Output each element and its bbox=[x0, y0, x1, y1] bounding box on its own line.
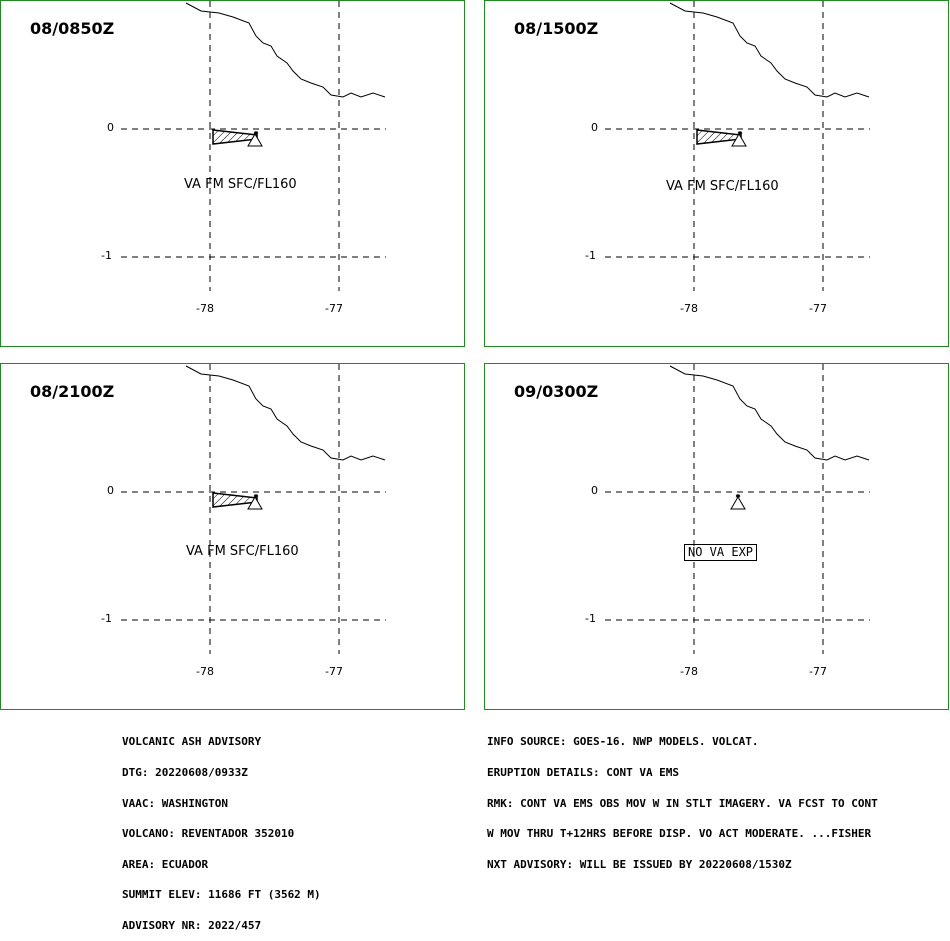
advisory-left-block: VOLCANIC ASH ADVISORY DTG: 20220608/0933… bbox=[122, 717, 321, 941]
volcano-triangle-icon bbox=[730, 496, 746, 510]
lon-label-77: -77 bbox=[809, 302, 827, 315]
advisory-line: VAAC: WASHINGTON bbox=[122, 796, 228, 810]
ash-height-label: VA FM SFC/FL160 bbox=[186, 544, 299, 559]
lon-label-77: -77 bbox=[809, 665, 827, 678]
advisory-line: DTG: 20220608/0933Z bbox=[122, 766, 248, 779]
lat-label-0: 0 bbox=[591, 121, 598, 134]
volcano-triangle-icon bbox=[247, 133, 263, 147]
lon-label-78: -78 bbox=[680, 665, 698, 678]
advisory-line: ADVISORY NR: 2022/457 bbox=[122, 918, 262, 932]
panel-time: 08/0850Z bbox=[30, 19, 115, 38]
lat-label-0: 0 bbox=[107, 121, 114, 134]
advisory-right-block: INFO SOURCE: GOES-16. NWP MODELS. VOLCAT… bbox=[487, 717, 878, 880]
lat-label-minus1: -1 bbox=[585, 612, 596, 625]
advisory-line: VOLCANIC ASH ADVISORY bbox=[122, 735, 262, 749]
lat-label-minus1: -1 bbox=[585, 249, 596, 262]
map-panel-2: 08/1500Z 0 -1 -78 -77 VA FM SFC/FL160 bbox=[484, 0, 949, 347]
no-va-expected-box: NO VA EXP bbox=[684, 544, 758, 561]
advisory-line: AREA: ECUADOR bbox=[122, 857, 209, 871]
map-panel-4: 09/0300Z 0 -1 -78 -77 NO VA EXP bbox=[484, 363, 949, 710]
advisory-line: INFO SOURCE: GOES-16. NWP MODELS. VOLCAT… bbox=[487, 735, 759, 749]
lat-label-minus1: -1 bbox=[101, 249, 112, 262]
coastline bbox=[185, 2, 386, 98]
advisory-line: W MOV THRU T+12HRS BEFORE DISP. VO ACT M… bbox=[487, 827, 872, 841]
lat-label-minus1: -1 bbox=[101, 612, 112, 625]
volcano-triangle-icon bbox=[731, 133, 747, 147]
coastline bbox=[669, 365, 870, 461]
map-panel-1: 08/0850Z 0 -1 -78 -77 VA FM SFC/FL160 bbox=[0, 0, 465, 347]
volcano-triangle-icon bbox=[247, 496, 263, 510]
map-graphic bbox=[605, 1, 870, 291]
map-graphic bbox=[605, 364, 870, 654]
lon-label-78: -78 bbox=[196, 665, 214, 678]
coastline bbox=[185, 365, 386, 461]
advisory-line: ERUPTION DETAILS: CONT VA EMS bbox=[487, 766, 680, 779]
lat-label-0: 0 bbox=[107, 484, 114, 497]
advisory-line: SUMMIT ELEV: 11686 FT (3562 M) bbox=[122, 888, 321, 902]
coastline bbox=[669, 2, 870, 98]
advisory-line: VOLCANO: REVENTADOR 352010 bbox=[122, 827, 295, 841]
panel-time: 08/1500Z bbox=[514, 19, 599, 38]
lon-label-78: -78 bbox=[680, 302, 698, 315]
panel-time: 08/2100Z bbox=[30, 382, 115, 401]
lon-label-78: -78 bbox=[196, 302, 214, 315]
map-panel-3: 08/2100Z 0 -1 -78 -77 VA FM SFC/FL160 bbox=[0, 363, 465, 710]
lon-label-77: -77 bbox=[325, 302, 343, 315]
lon-label-77: -77 bbox=[325, 665, 343, 678]
lat-label-0: 0 bbox=[591, 484, 598, 497]
ash-height-label: VA FM SFC/FL160 bbox=[666, 179, 779, 194]
advisory-line: RMK: CONT VA EMS OBS MOV W IN STLT IMAGE… bbox=[487, 796, 878, 810]
map-graphic bbox=[121, 364, 386, 654]
ash-height-label: VA FM SFC/FL160 bbox=[184, 177, 297, 192]
map-graphic bbox=[121, 1, 386, 291]
advisory-line: NXT ADVISORY: WILL BE ISSUED BY 20220608… bbox=[487, 857, 792, 871]
panel-time: 09/0300Z bbox=[514, 382, 599, 401]
